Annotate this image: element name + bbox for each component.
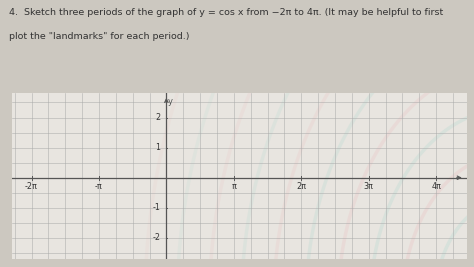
Text: -1: -1 xyxy=(153,203,160,212)
Text: y: y xyxy=(168,97,173,106)
Text: 1: 1 xyxy=(155,143,160,152)
Text: 4.  Sketch three periods of the graph of y = cos x from −2π to 4π. (It may be he: 4. Sketch three periods of the graph of … xyxy=(9,8,444,17)
Text: 4π: 4π xyxy=(431,182,441,191)
Text: -2π: -2π xyxy=(25,182,38,191)
Text: 3π: 3π xyxy=(364,182,374,191)
Text: 2: 2 xyxy=(155,113,160,122)
Text: plot the "landmarks" for each period.): plot the "landmarks" for each period.) xyxy=(9,32,190,41)
Text: -π: -π xyxy=(95,182,103,191)
Text: -2: -2 xyxy=(152,233,160,242)
Text: 2π: 2π xyxy=(296,182,306,191)
Text: π: π xyxy=(231,182,236,191)
